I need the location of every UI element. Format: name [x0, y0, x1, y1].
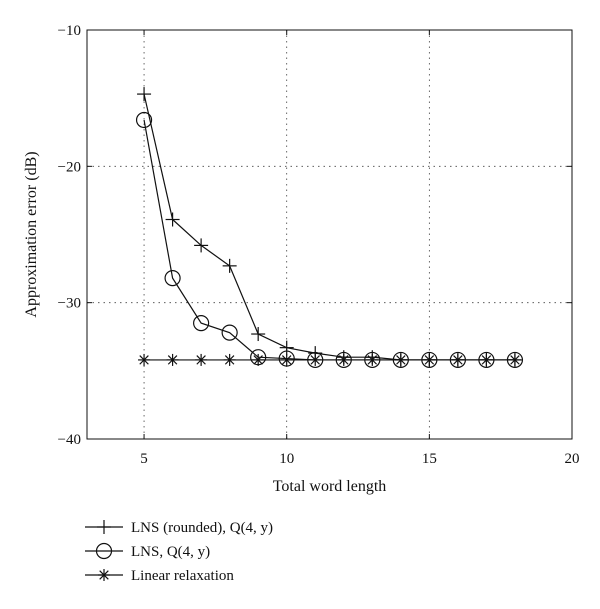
y-tick-label: −20 [58, 159, 81, 175]
data-point-circle [193, 315, 210, 332]
data-point-asterisk [480, 353, 493, 366]
data-point-asterisk [280, 353, 293, 366]
legend-marker-plus [97, 520, 111, 534]
data-point-circle [221, 324, 238, 341]
legend-label: Linear relaxation [131, 568, 234, 584]
legend-label: LNS, Q(4, y) [131, 544, 210, 560]
legend-item: LNS (rounded), Q(4, y) [85, 520, 273, 536]
x-tick-label: 15 [422, 451, 437, 467]
data-point-asterisk [423, 353, 436, 366]
grid [87, 30, 572, 439]
plot-area-frame [86, 29, 573, 440]
data-point-asterisk [394, 353, 407, 366]
legend-label: LNS (rounded), Q(4, y) [131, 520, 273, 536]
data-point-asterisk [508, 353, 521, 366]
data-point-plus [222, 258, 237, 273]
data-point-circle [278, 350, 295, 367]
legend-marker-asterisk [98, 569, 110, 581]
series-layer [135, 87, 524, 369]
data-point-plus [279, 340, 294, 355]
axis-ticks: 5 10 15 20 −10 −20 −30 −40 [58, 23, 580, 467]
data-point-circle [135, 111, 153, 129]
data-point-asterisk [223, 353, 236, 366]
legend: LNS (rounded), Q(4, y) LNS, Q(4, y) Linear… [85, 520, 273, 584]
y-tick-label: −40 [58, 432, 81, 448]
data-point-asterisk [366, 353, 379, 366]
data-point-circle [164, 270, 181, 287]
y-tick-label: −10 [58, 23, 81, 39]
x-axis-label: Total word length [273, 478, 387, 495]
x-tick-label: 20 [565, 451, 580, 467]
data-point-asterisk [138, 353, 151, 366]
x-tick-label: 10 [279, 451, 294, 467]
data-point-plus [165, 212, 180, 227]
data-point-asterisk [252, 353, 265, 366]
series-1 [137, 87, 522, 367]
series-3 [138, 353, 521, 366]
legend-item: LNS, Q(4, y) [85, 542, 210, 560]
data-point-asterisk [337, 353, 350, 366]
data-point-asterisk [195, 353, 208, 366]
x-tick-label: 5 [140, 451, 148, 467]
legend-marker-circle [95, 542, 113, 560]
y-axis-label: Approximation error (dB) [23, 151, 40, 317]
data-point-plus [194, 238, 209, 253]
data-point-asterisk [451, 353, 464, 366]
data-point-asterisk [309, 353, 322, 366]
legend-item: Linear relaxation [85, 568, 234, 584]
data-point-plus [137, 87, 152, 102]
series-line [143, 119, 515, 361]
y-tick-label: −30 [58, 296, 81, 312]
data-point-asterisk [166, 353, 179, 366]
data-point-plus [251, 327, 266, 342]
